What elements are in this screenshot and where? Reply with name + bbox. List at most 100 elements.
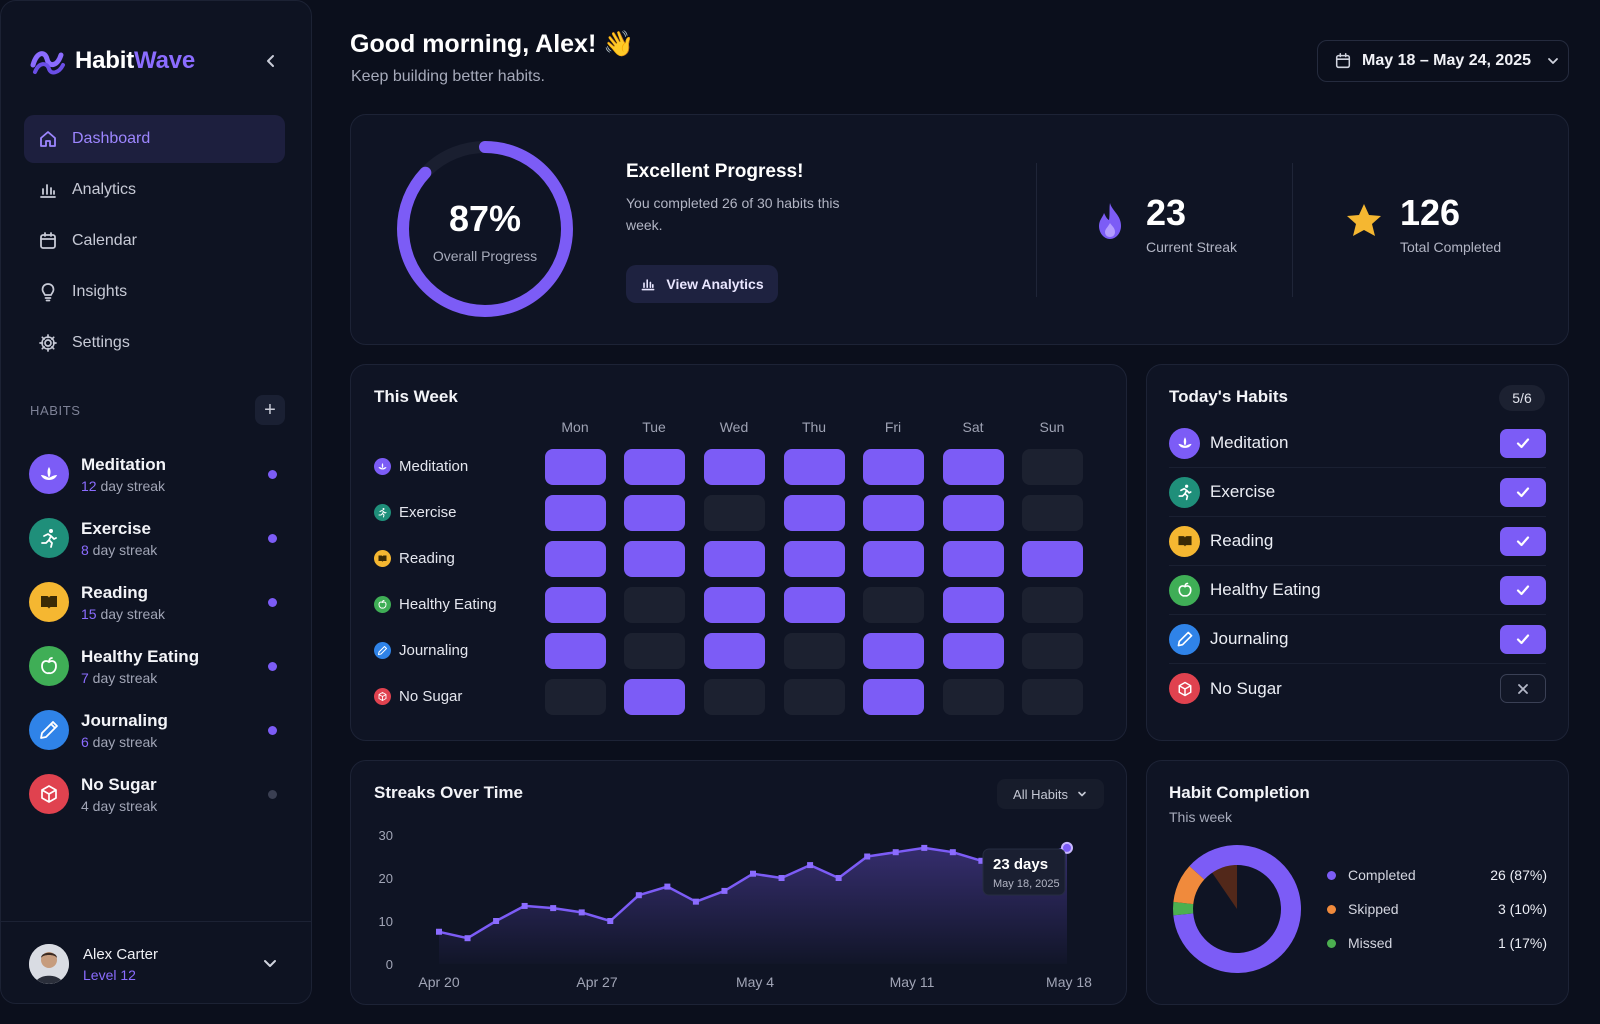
week-cell-exercise-mon[interactable] (545, 495, 606, 531)
week-cell-meditation-sat[interactable] (943, 449, 1004, 485)
week-cell-meditation-sun[interactable] (1022, 449, 1083, 485)
donut-inner-wedge (1211, 864, 1237, 909)
data-point[interactable] (835, 875, 842, 881)
sidebar-habit-meditation[interactable]: Meditation 12 day streak (29, 442, 287, 506)
habit-filter-dropdown[interactable]: All Habits (997, 779, 1104, 809)
week-cell-no-sugar-mon[interactable] (545, 679, 606, 715)
sidebar-habit-reading[interactable]: Reading 15 day streak (29, 570, 287, 634)
donut-slice-completed[interactable] (1172, 844, 1302, 974)
data-point[interactable] (692, 898, 699, 905)
nav-item-calendar[interactable]: Calendar (24, 217, 285, 265)
habit-checkbox-checked[interactable] (1500, 624, 1546, 654)
date-range-picker[interactable]: May 18 – May 24, 2025 (1317, 40, 1569, 82)
data-point[interactable] (521, 902, 528, 909)
data-point[interactable] (864, 853, 871, 860)
data-point[interactable] (721, 887, 728, 894)
habit-checkbox-checked[interactable] (1500, 477, 1546, 507)
book-icon (29, 582, 69, 622)
week-cell-journaling-mon[interactable] (545, 633, 606, 669)
view-analytics-button[interactable]: View Analytics (626, 265, 778, 303)
habit-checkbox-checked[interactable] (1500, 575, 1546, 605)
week-cell-exercise-sun[interactable] (1022, 495, 1083, 531)
week-cell-exercise-sat[interactable] (943, 495, 1004, 531)
user-profile[interactable]: Alex Carter Level 12 (29, 943, 287, 985)
data-point[interactable] (550, 905, 557, 912)
data-point[interactable] (807, 862, 814, 869)
close-icon (1518, 683, 1528, 694)
week-cell-journaling-fri[interactable] (863, 633, 924, 669)
week-cell-reading-wed[interactable] (704, 541, 765, 577)
week-cell-exercise-thu[interactable] (784, 495, 845, 531)
week-cell-reading-fri[interactable] (863, 541, 924, 577)
data-point[interactable] (635, 892, 642, 899)
collapse-sidebar-button[interactable] (259, 49, 283, 73)
week-cell-exercise-wed[interactable] (704, 495, 765, 531)
pencil-icon (29, 710, 69, 750)
week-cell-no-sugar-wed[interactable] (704, 679, 765, 715)
nav-item-insights[interactable]: Insights (24, 268, 285, 316)
card-title: This Week (374, 387, 458, 406)
sidebar-habit-journaling[interactable]: Journaling 6 day streak (29, 698, 287, 762)
week-cell-healthy-eating-fri[interactable] (863, 587, 924, 623)
habits-section-header: HABITS + (30, 395, 285, 425)
nav-item-dashboard[interactable]: Dashboard (24, 115, 285, 163)
brand-logo[interactable]: HabitWave (29, 45, 195, 77)
week-cell-exercise-tue[interactable] (624, 495, 685, 531)
data-point-highlight[interactable] (1061, 841, 1073, 854)
week-cell-reading-sat[interactable] (943, 541, 1004, 577)
week-cell-healthy-eating-thu[interactable] (784, 587, 845, 623)
progress-summary-card: 87% Overall Progress Excellent Progress!… (350, 114, 1569, 345)
nav-item-analytics[interactable]: Analytics (24, 166, 285, 214)
week-cell-meditation-mon[interactable] (545, 449, 606, 485)
data-point[interactable] (750, 870, 756, 877)
week-cell-no-sugar-thu[interactable] (784, 679, 845, 715)
habit-checkbox-checked[interactable] (1500, 526, 1546, 556)
week-cell-journaling-thu[interactable] (784, 633, 845, 669)
calendar-icon (1335, 53, 1351, 69)
week-cell-healthy-eating-mon[interactable] (545, 587, 606, 623)
data-point[interactable] (464, 935, 471, 942)
week-cell-meditation-fri[interactable] (863, 449, 924, 485)
week-cell-reading-tue[interactable] (624, 541, 685, 577)
nav-item-settings[interactable]: Settings (24, 319, 285, 367)
week-cell-reading-sun[interactable] (1022, 541, 1083, 577)
data-point[interactable] (949, 849, 956, 856)
data-point[interactable] (436, 928, 442, 935)
data-point[interactable] (978, 857, 985, 864)
week-cell-journaling-sat[interactable] (943, 633, 1004, 669)
data-point[interactable] (778, 875, 785, 881)
add-habit-button[interactable]: + (255, 395, 285, 425)
week-cell-healthy-eating-tue[interactable] (624, 587, 685, 623)
week-cell-meditation-thu[interactable] (784, 449, 845, 485)
week-cell-no-sugar-sun[interactable] (1022, 679, 1083, 715)
week-cell-no-sugar-sat[interactable] (943, 679, 1004, 715)
week-cell-no-sugar-tue[interactable] (624, 679, 685, 715)
habit-checkbox-checked[interactable] (1500, 428, 1546, 458)
day-header-tue: Tue (642, 419, 666, 435)
week-cell-reading-thu[interactable] (784, 541, 845, 577)
week-cell-journaling-sun[interactable] (1022, 633, 1083, 669)
data-point[interactable] (921, 844, 928, 851)
week-cell-reading-mon[interactable] (545, 541, 606, 577)
habit-checkbox-unchecked[interactable] (1500, 674, 1546, 703)
data-point[interactable] (493, 918, 500, 924)
data-point[interactable] (578, 909, 585, 916)
week-cell-healthy-eating-wed[interactable] (704, 587, 765, 623)
data-point[interactable] (607, 918, 614, 924)
week-cell-journaling-wed[interactable] (704, 633, 765, 669)
week-cell-meditation-tue[interactable] (624, 449, 685, 485)
sidebar-habit-exercise[interactable]: Exercise 8 day streak (29, 506, 287, 570)
week-cell-healthy-eating-sun[interactable] (1022, 587, 1083, 623)
data-point[interactable] (892, 849, 899, 856)
week-cell-journaling-tue[interactable] (624, 633, 685, 669)
week-cell-meditation-wed[interactable] (704, 449, 765, 485)
day-header-wed: Wed (719, 419, 749, 435)
week-cell-healthy-eating-sat[interactable] (943, 587, 1004, 623)
sidebar-habit-healthy-eating[interactable]: Healthy Eating 7 day streak (29, 634, 287, 698)
cube-icon (374, 688, 391, 705)
sidebar-habit-no-sugar[interactable]: No Sugar 4 day streak (29, 762, 287, 826)
week-cell-no-sugar-fri[interactable] (863, 679, 924, 715)
progress-ring-label: Overall Progress (432, 248, 538, 264)
week-cell-exercise-fri[interactable] (863, 495, 924, 531)
data-point[interactable] (664, 883, 671, 890)
